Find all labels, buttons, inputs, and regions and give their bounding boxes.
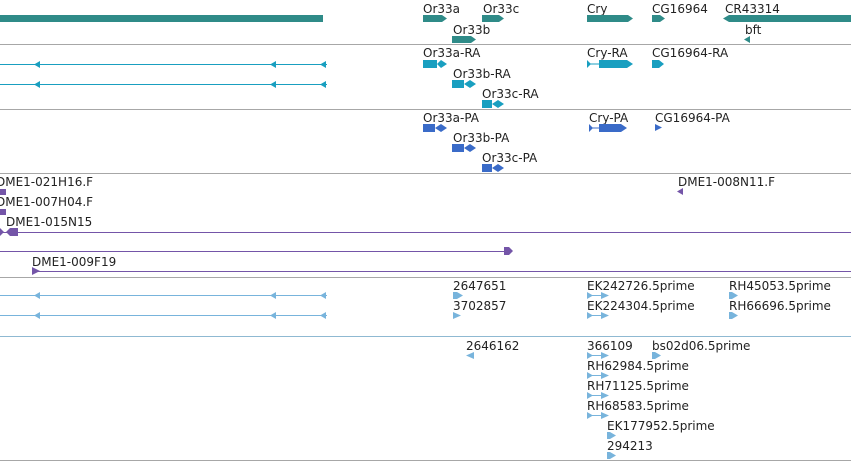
est-label-3702857: 3702857 xyxy=(453,299,507,313)
clone-line-dme1-009f19[interactable] xyxy=(33,271,851,272)
gene-label-or33b: Or33b xyxy=(453,23,491,37)
transcript-label-cg16964-ra: CG16964-RA xyxy=(652,46,729,60)
est-label-bs02d06: bs02d06.5prime xyxy=(652,339,751,353)
est-feature-rh62984[interactable] xyxy=(587,372,609,379)
gene-label-or33c: Or33c xyxy=(483,2,520,16)
transcript-label-or33a-ra: Or33a-RA xyxy=(423,46,481,60)
gene-feature-cr43314[interactable] xyxy=(723,15,851,22)
est-label-2647651: 2647651 xyxy=(453,279,507,293)
transcript-arrow xyxy=(270,61,276,68)
est-label-rh71125: RH71125.5prime xyxy=(587,379,689,393)
clone-line-dme1-015n15[interactable] xyxy=(0,232,851,233)
est-label-366109: 366109 xyxy=(587,339,633,353)
est-feature-ek242726[interactable] xyxy=(587,292,609,299)
transcript-label-cry-ra: Cry-RA xyxy=(587,46,628,60)
protein-label-cg16964-pa: CG16964-PA xyxy=(655,111,730,125)
protein-feature-or33b-pa[interactable] xyxy=(452,144,476,152)
gene-label-or33a: Or33a xyxy=(423,2,461,16)
clone-label-dme1-007h04: DME1-007H04.F xyxy=(0,195,94,209)
clone-arrow xyxy=(504,247,513,255)
est-feature-rh66696[interactable] xyxy=(729,312,738,319)
transcript-feature-cg16964-ra[interactable] xyxy=(652,60,664,68)
transcript-feature-or33c-ra[interactable] xyxy=(482,100,504,108)
gene-feature-left[interactable] xyxy=(0,15,323,22)
est-feature-294213[interactable] xyxy=(607,452,616,459)
track-separator xyxy=(0,277,851,278)
transcript-line-2[interactable] xyxy=(0,84,327,85)
transcript-feature-cry-ra[interactable] xyxy=(587,60,633,68)
est-feature-366109[interactable] xyxy=(587,352,609,359)
transcript-feature-or33a-ra[interactable] xyxy=(423,60,447,68)
clone-feature-dme1-009f19[interactable] xyxy=(32,267,40,275)
clone-label-dme1-015n15: DME1-015N15 xyxy=(6,215,93,229)
clone-label-dme1-008n11: DME1-008N11.F xyxy=(678,175,776,189)
transcript-arrow xyxy=(34,61,40,68)
est-label-rh68583: RH68583.5prime xyxy=(587,399,689,413)
gene-feature-or33c[interactable] xyxy=(482,15,504,22)
track-separator xyxy=(0,336,851,337)
transcript-arrow xyxy=(270,81,276,88)
gene-feature-or33a[interactable] xyxy=(423,15,447,22)
est-label-rh45053: RH45053.5prime xyxy=(729,279,831,293)
est-label-ek177952: EK177952.5prime xyxy=(607,419,715,433)
est-feature-rh45053[interactable] xyxy=(729,292,738,299)
est-arrow xyxy=(270,292,276,299)
est-label-294213: 294213 xyxy=(607,439,653,453)
transcript-arrow xyxy=(34,81,40,88)
gene-label-cr43314: CR43314 xyxy=(725,2,780,16)
transcript-line-1[interactable] xyxy=(0,64,327,65)
gene-label-cg16964: CG16964 xyxy=(652,2,708,16)
est-feature-3702857[interactable] xyxy=(453,312,461,319)
est-feature-ek224304[interactable] xyxy=(587,312,609,319)
protein-feature-or33a-pa[interactable] xyxy=(423,124,447,132)
clone-feature-dme1-007h04[interactable] xyxy=(0,209,6,215)
protein-label-or33a-pa: Or33a-PA xyxy=(423,111,480,125)
est-label-rh62984: RH62984.5prime xyxy=(587,359,689,373)
track-separator xyxy=(0,109,851,110)
transcript-feature-or33b-ra[interactable] xyxy=(452,80,476,88)
transcript-arrow xyxy=(320,81,326,88)
track-separator xyxy=(0,173,851,174)
transcript-label-or33c-ra: Or33c-RA xyxy=(482,87,539,101)
clone-feature-dme1-015n15[interactable] xyxy=(0,228,18,236)
transcript-arrow xyxy=(320,61,326,68)
est-line-2[interactable] xyxy=(0,315,327,316)
est-label-rh66696: RH66696.5prime xyxy=(729,299,831,313)
gene-label-cry: Cry xyxy=(587,2,608,16)
gene-feature-or33b[interactable] xyxy=(452,36,476,43)
clone-feature-dme1-021h16[interactable] xyxy=(0,189,6,195)
est-label-2646162: 2646162 xyxy=(466,339,520,353)
protein-label-cry-pa: Cry-PA xyxy=(589,111,629,125)
clone-feature-dme1-008n11[interactable] xyxy=(677,188,683,195)
protein-feature-cry-pa[interactable] xyxy=(589,124,627,132)
protein-feature-cg16964-pa[interactable] xyxy=(655,124,662,131)
est-feature-rh71125[interactable] xyxy=(587,392,609,399)
est-line-1[interactable] xyxy=(0,295,327,296)
est-label-ek242726: EK242726.5prime xyxy=(587,279,695,293)
protein-label-or33b-pa: Or33b-PA xyxy=(453,131,510,145)
est-feature-rh68583[interactable] xyxy=(587,412,609,419)
gene-feature-cry[interactable] xyxy=(587,15,633,22)
clone-label-dme1-009f19: DME1-009F19 xyxy=(32,255,117,269)
est-arrow xyxy=(270,312,276,319)
protein-feature-or33c-pa[interactable] xyxy=(482,164,504,172)
clone-line-long[interactable] xyxy=(0,251,512,252)
clone-label-dme1-021h16: DME1-021H16.F xyxy=(0,175,94,189)
est-feature-2647651[interactable] xyxy=(453,292,463,299)
est-label-ek224304: EK224304.5prime xyxy=(587,299,695,313)
est-arrow xyxy=(320,312,326,319)
est-arrow xyxy=(34,312,40,319)
est-arrow xyxy=(34,292,40,299)
est-feature-2646162[interactable] xyxy=(466,352,474,359)
transcript-label-or33b-ra: Or33b-RA xyxy=(453,67,511,81)
protein-label-or33c-pa: Or33c-PA xyxy=(482,151,538,165)
est-feature-ek177952[interactable] xyxy=(607,432,616,439)
est-feature-bs02d06[interactable] xyxy=(652,352,661,359)
gene-feature-bft[interactable] xyxy=(744,36,750,43)
gene-feature-cg16964[interactable] xyxy=(652,15,665,22)
gene-label-bft: bft xyxy=(745,23,762,37)
est-arrow xyxy=(320,292,326,299)
track-separator xyxy=(0,44,851,45)
